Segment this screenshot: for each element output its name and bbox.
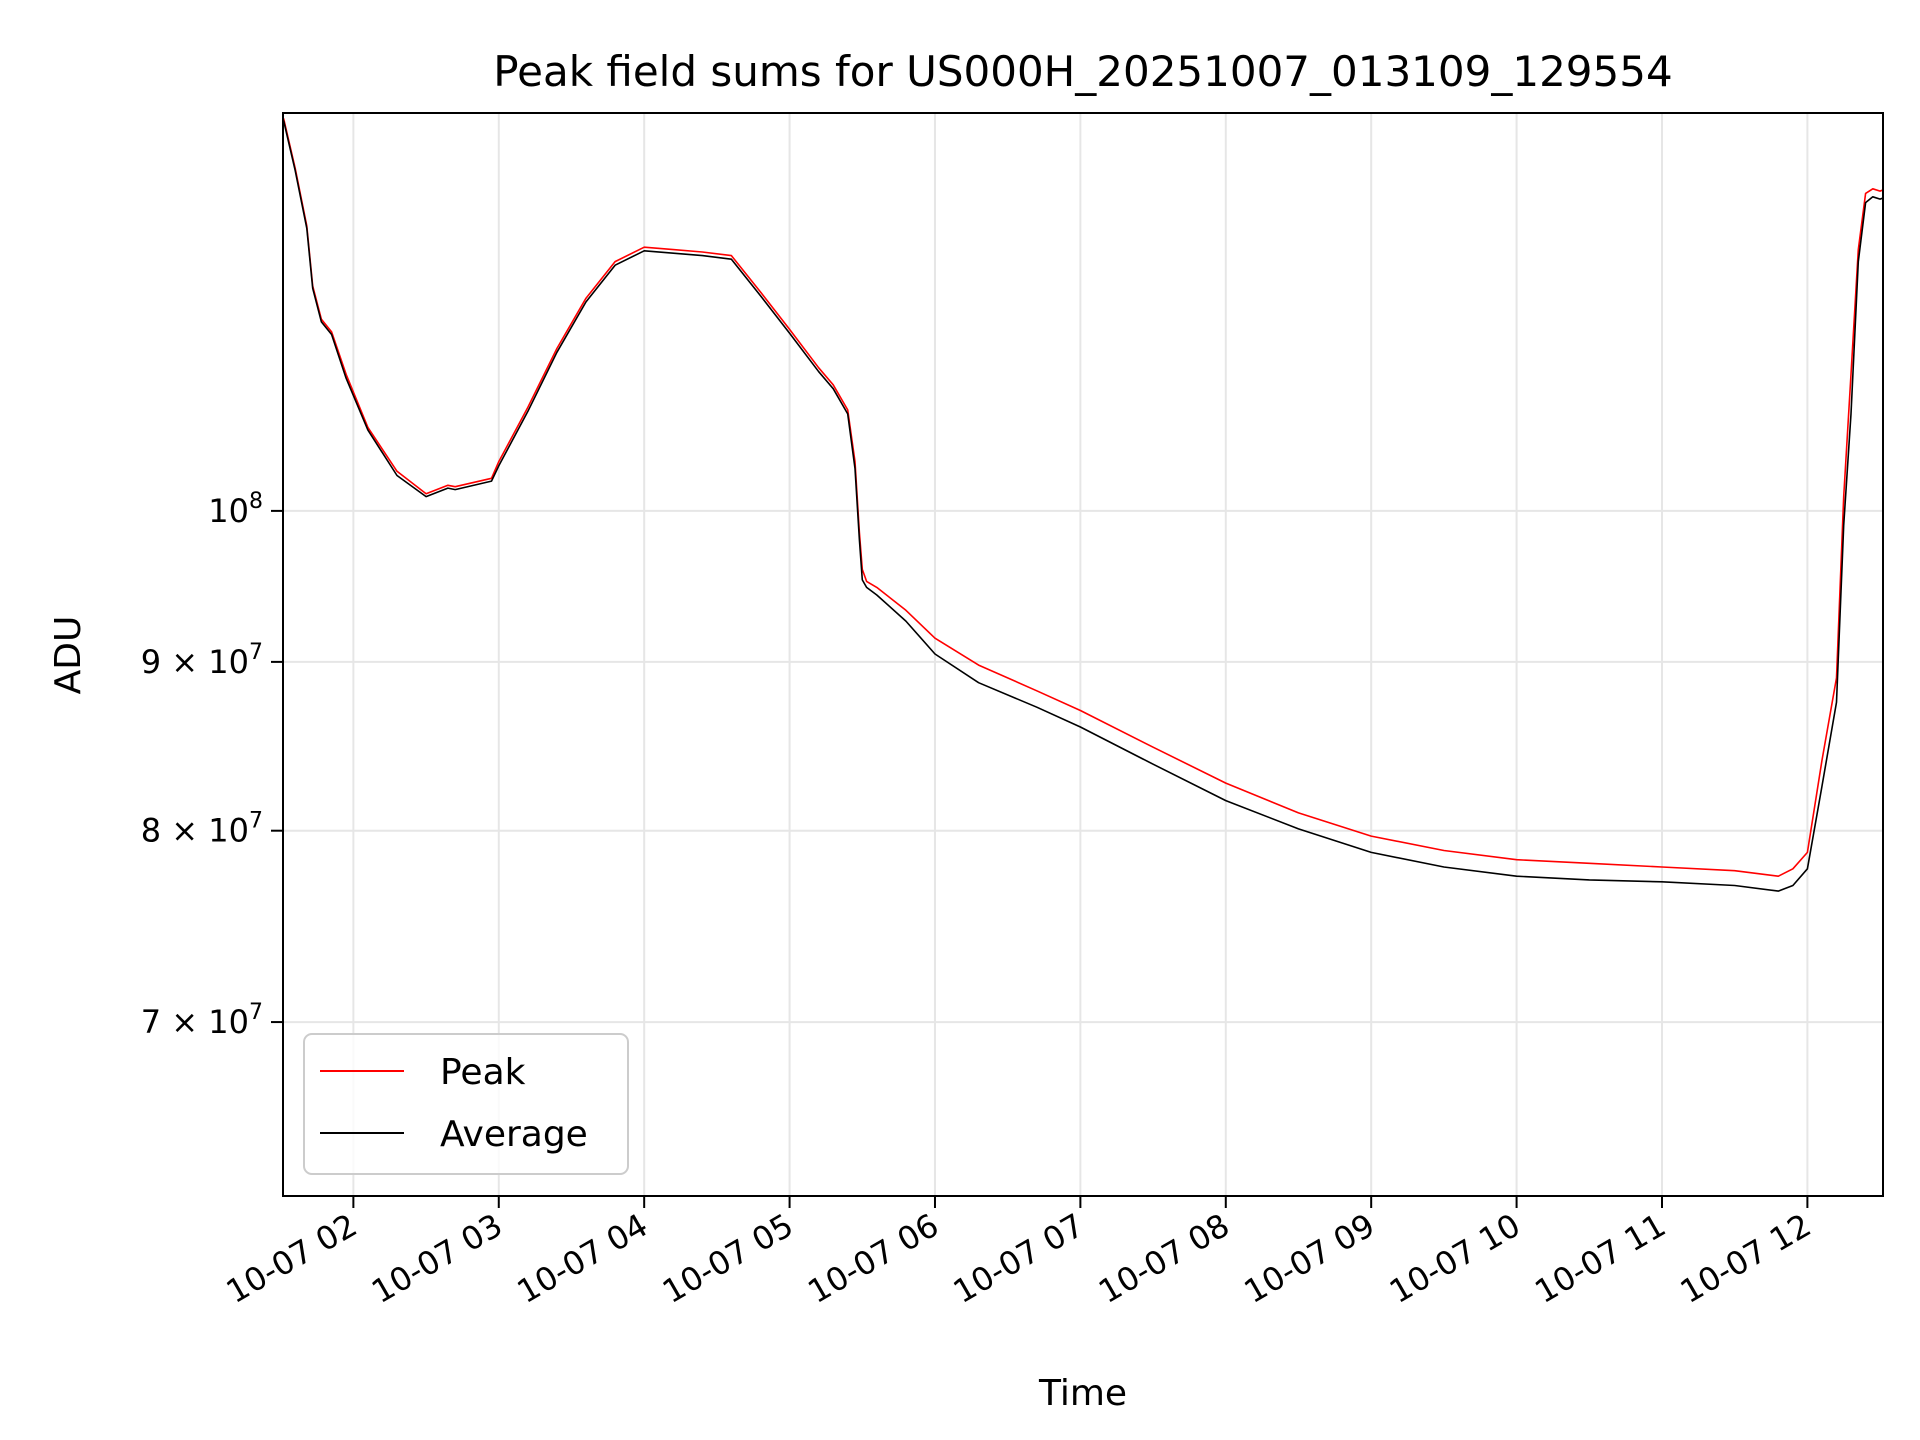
plot-frame [282, 112, 1884, 1197]
x-axis-label: Time [1038, 1373, 1127, 1414]
chart-title: Peak field sums for US000H_20251007_0131… [493, 47, 1672, 96]
y-tick-label: 9 × 107 [141, 640, 263, 681]
series-lines [283, 118, 1883, 892]
y-tick-label: 7 × 107 [141, 1000, 263, 1041]
y-axis-label: ADU [48, 616, 89, 695]
y-tick-label: 108 [208, 489, 263, 530]
y-axis-ticks: 7 × 107 8 × 107 9 × 107 108 [141, 489, 283, 1041]
legend-box [303, 1033, 629, 1175]
legend-label-average: Average [440, 1114, 588, 1155]
series-line-average [283, 120, 1883, 892]
plot-background [283, 113, 1883, 1196]
legend-label-peak: Peak [440, 1052, 526, 1093]
legend: Peak Average [303, 1033, 629, 1175]
grid [283, 113, 1883, 1196]
y-tick-label: 8 × 107 [141, 809, 263, 850]
